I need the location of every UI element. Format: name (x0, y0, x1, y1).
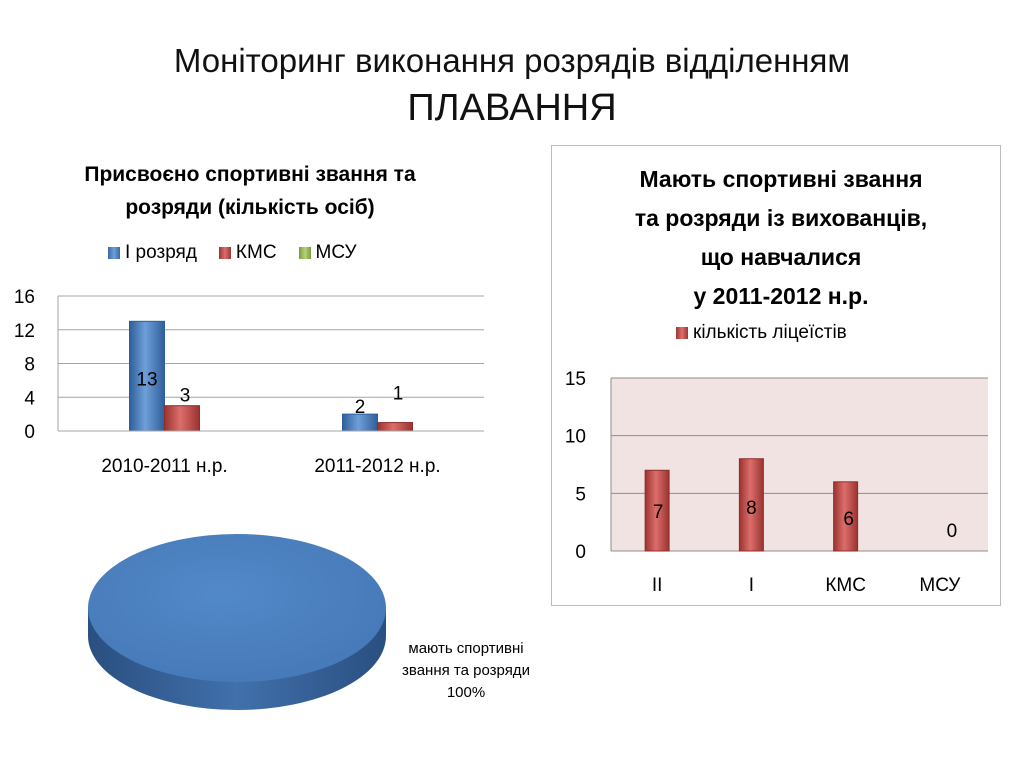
chart1-legend-label-3: МСУ (315, 242, 357, 263)
data-label: 8 (746, 498, 757, 519)
y-tick-label: 12 (14, 321, 35, 342)
data-label: 3 (180, 386, 191, 407)
pie-label-line1: мають спортивні (408, 640, 524, 657)
bar (644, 469, 670, 552)
x-tick-label: 2010-2011 н.р. (101, 456, 227, 477)
y-tick-label: 16 (14, 287, 35, 308)
bar (164, 405, 200, 432)
chart1-legend-item-2: КМС (218, 242, 277, 264)
chart2-title-line2: та розряди із вихованців, (634, 205, 928, 231)
pie-label-line2: звання та розряди (402, 662, 530, 679)
slide-title-line2: ПЛАВАННЯ (407, 87, 617, 129)
bar (833, 481, 859, 552)
bar (738, 458, 764, 552)
x-tick-label: КМС (825, 575, 866, 596)
y-tick-label: 0 (575, 542, 586, 563)
chart1-legend-label-1: І розряд (125, 242, 197, 263)
y-tick-label: 5 (575, 484, 586, 505)
slide-title-line1: Моніторинг виконання розрядів відділення… (173, 42, 851, 79)
x-tick-label: МСУ (919, 575, 961, 596)
y-tick-label: 10 (565, 427, 586, 448)
y-tick-label: 8 (24, 355, 35, 376)
pie-slice (88, 534, 386, 682)
data-label: 6 (843, 509, 854, 530)
chart2-title-line4: у 2011-2012 н.р. (693, 283, 869, 309)
bar (129, 320, 165, 432)
chart2-legend: кількість ліцеїстів (676, 322, 869, 344)
x-tick-label: ІІ (652, 575, 663, 596)
chart1-title-line1: Присвоєно спортивні звання та (84, 163, 416, 186)
chart1-legend: І розряд КМС МСУ (108, 242, 379, 264)
legend-swatch-red (676, 327, 688, 339)
x-tick-label: І (749, 575, 754, 596)
data-label: 0 (947, 521, 958, 542)
chart2-plot: 0 5 10 15 ІІ 7 І 8 КМС 6 МСУ 0 (565, 369, 988, 596)
chart1-legend-item-1: І розряд (108, 242, 197, 264)
chart1-legend-label-2: КМС (235, 242, 277, 263)
pie-label-percent: 100% (446, 684, 486, 701)
chart2-title-line3: що навчалися (700, 244, 862, 270)
chart2-title: Мають спортивні звання та розряди із вих… (556, 160, 1006, 316)
chart2-legend-label-1: кількість ліцеїстів (693, 322, 847, 343)
data-label: 7 (653, 502, 664, 523)
slide-title: Моніторинг виконання розрядів відділення… (0, 38, 1024, 132)
chart1-title: Присвоєно спортивні звання та розряди (к… (30, 158, 470, 224)
y-tick-label: 4 (24, 388, 35, 409)
plot-background (611, 378, 988, 551)
pie-label: мають спортивні звання та розряди 100% (380, 638, 552, 704)
legend-swatch-green (298, 247, 311, 259)
legend-swatch-red (218, 247, 231, 259)
x-tick-label: 2011-2012 н.р. (314, 456, 440, 477)
chart1-plot: 0 4 8 12 16 2010-2011 н.р. 13 3 2011-2012 н.р. 2 1 (14, 287, 484, 477)
data-label: 2 (355, 397, 366, 418)
y-tick-label: 0 (24, 422, 35, 443)
data-label: 1 (393, 384, 404, 405)
pie-chart (88, 534, 386, 710)
chart2-legend-item-1: кількість ліцеїстів (676, 322, 847, 344)
chart1-legend-item-3: МСУ (298, 242, 357, 264)
legend-swatch-blue (108, 247, 120, 259)
y-tick-label: 15 (565, 369, 586, 390)
bar (377, 422, 413, 432)
chart2-title-line1: Мають спортивні звання (639, 166, 923, 192)
chart1-title-line2: розряди (кількість осіб) (125, 196, 375, 219)
data-label: 13 (136, 369, 157, 390)
